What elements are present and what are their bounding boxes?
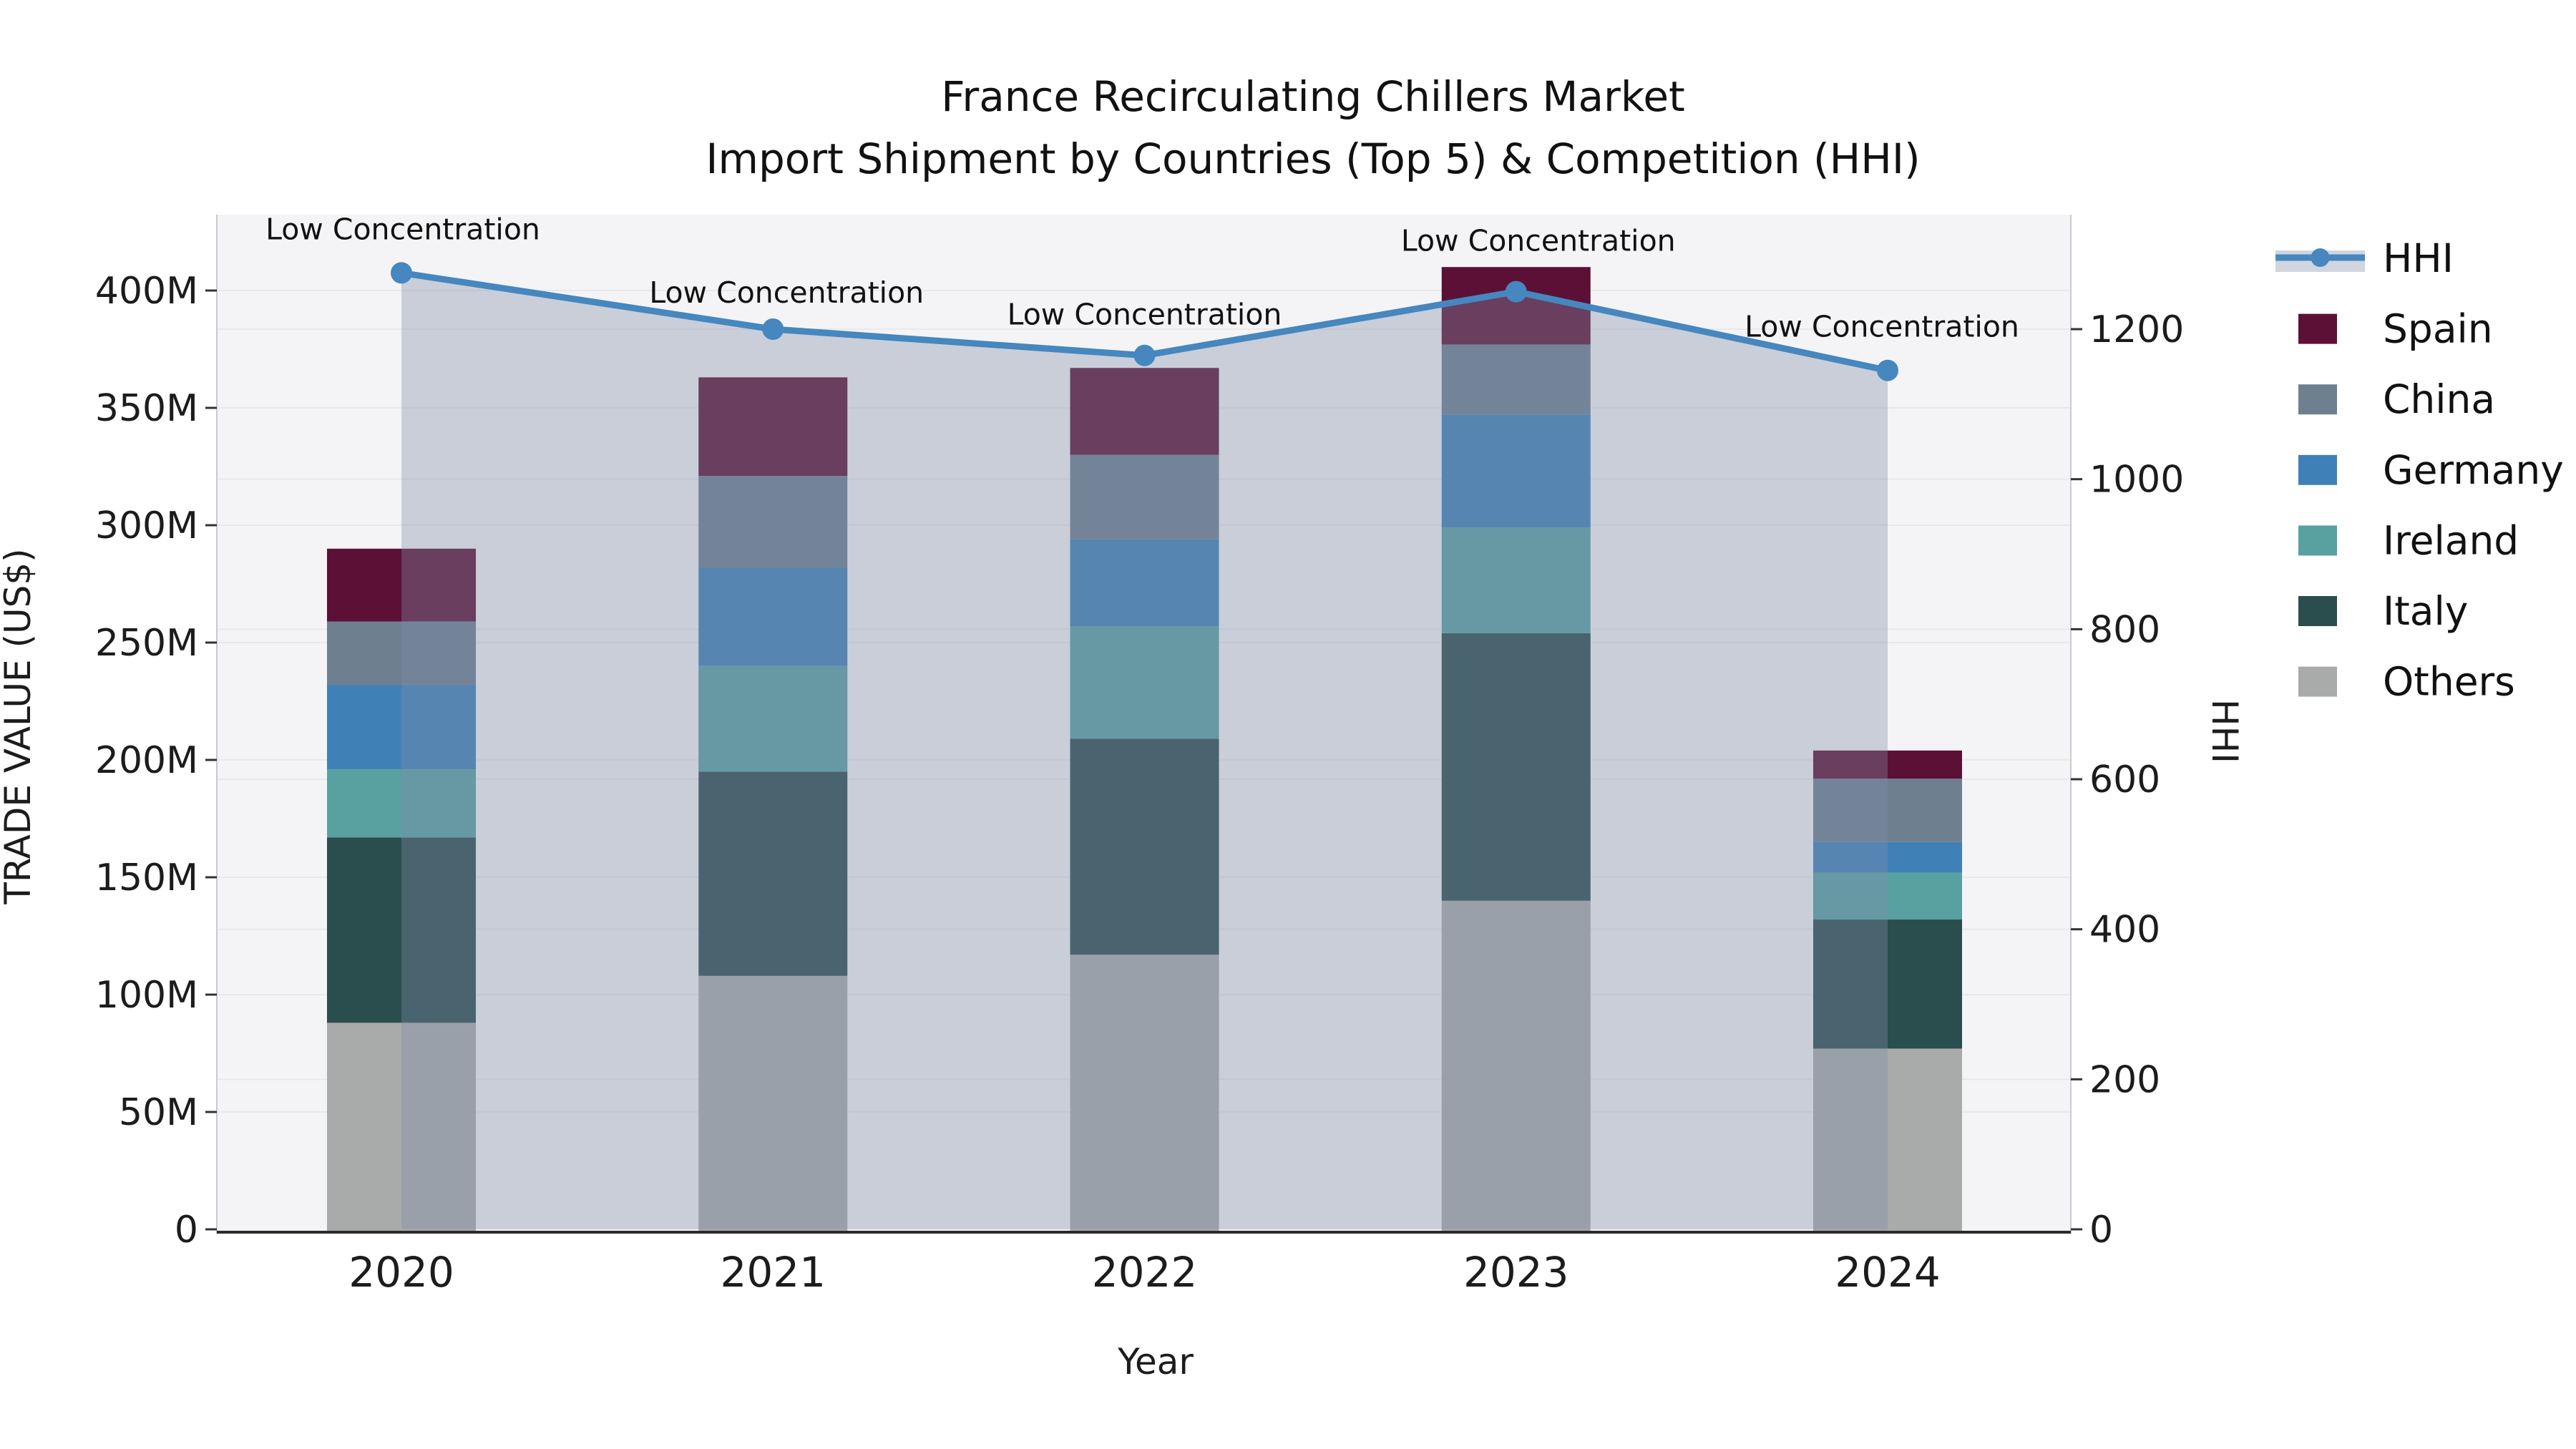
tick-label-right-0: 0 bbox=[2089, 1209, 2113, 1252]
bar-segment-ireland-2024 bbox=[1813, 872, 1962, 920]
bar-segment-germany-2022 bbox=[1070, 539, 1219, 627]
legend-item-others: Others bbox=[2298, 659, 2515, 705]
tick-label-left-250: 250M bbox=[95, 622, 198, 665]
hhi-marker-2020 bbox=[391, 262, 412, 284]
tick-label-right-1000: 1000 bbox=[2089, 459, 2184, 502]
tick-label-right-400: 400 bbox=[2089, 909, 2160, 952]
legend-label-ireland: Ireland bbox=[2383, 517, 2519, 563]
legend-label-germany: Germany bbox=[2383, 447, 2564, 493]
bar-segment-china-2023 bbox=[1441, 344, 1591, 415]
hhi-marker-2023 bbox=[1505, 280, 1527, 303]
bar-segment-spain-2024 bbox=[1813, 750, 1962, 779]
tick-label-right-600: 600 bbox=[2089, 758, 2160, 801]
legend-hhi-marker-sample bbox=[2311, 248, 2330, 267]
bar-segment-china-2024 bbox=[1813, 779, 1962, 842]
annotation-2022: Low Concentration bbox=[1008, 298, 1282, 332]
bar-segment-ireland-2021 bbox=[698, 665, 848, 772]
legend-swatch-china bbox=[2298, 384, 2337, 415]
bar-segment-italy-2024 bbox=[1813, 919, 1962, 1049]
x-tick-label-2024: 2024 bbox=[1835, 1248, 1941, 1297]
hhi-marker-2021 bbox=[762, 318, 784, 340]
tick-label-left-150: 150M bbox=[95, 857, 198, 899]
bar-segment-italy-2023 bbox=[1441, 633, 1591, 901]
legend-item-spain: Spain bbox=[2298, 306, 2493, 352]
bar-segment-italy-2022 bbox=[1070, 738, 1219, 955]
legend-swatch-spain bbox=[2298, 313, 2337, 344]
legend-label-china: China bbox=[2383, 376, 2495, 422]
bar-segment-ireland-2023 bbox=[1441, 527, 1591, 633]
bar-segment-ireland-2022 bbox=[1070, 626, 1219, 739]
bar-segment-others-2023 bbox=[1441, 900, 1591, 1232]
tick-label-left-400: 400M bbox=[95, 270, 198, 313]
legend-item-ireland: Ireland bbox=[2298, 517, 2519, 563]
bar-segment-germany-2021 bbox=[698, 567, 848, 666]
bar-segment-germany-2020 bbox=[327, 685, 476, 770]
bar-segment-germany-2023 bbox=[1441, 414, 1591, 528]
legend: HHI Spain China Germany Ireland Italy Others bbox=[2275, 235, 2564, 705]
legend-swatch-ireland bbox=[2298, 525, 2337, 556]
bar-segment-others-2022 bbox=[1070, 955, 1219, 1232]
legend-swatch-italy bbox=[2298, 596, 2337, 626]
tick-label-right-800: 800 bbox=[2089, 608, 2160, 651]
hhi-area-fill bbox=[401, 273, 1888, 1229]
plot-area: Low Concentration Low Concentration Low Co… bbox=[95, 212, 2184, 1297]
bar-segment-others-2024 bbox=[1813, 1048, 1962, 1232]
bar-segment-china-2022 bbox=[1070, 454, 1219, 540]
bar-segment-germany-2024 bbox=[1813, 841, 1962, 873]
legend-label-hhi: HHI bbox=[2383, 235, 2454, 281]
bar-segment-china-2021 bbox=[698, 476, 848, 568]
bar-segment-china-2020 bbox=[327, 621, 476, 686]
tick-label-left-350: 350M bbox=[95, 387, 198, 430]
chart-title-line1: France Recirculating Chillers Market bbox=[941, 72, 1685, 121]
bar-segment-italy-2020 bbox=[327, 837, 476, 1023]
tick-label-left-300: 300M bbox=[95, 504, 198, 547]
tick-label-right-1200: 1200 bbox=[2089, 308, 2184, 351]
legend-label-spain: Spain bbox=[2383, 306, 2493, 352]
tick-label-left-0: 0 bbox=[175, 1209, 198, 1252]
tick-label-right-200: 200 bbox=[2089, 1058, 2160, 1101]
legend-item-hhi: HHI bbox=[2275, 235, 2454, 281]
x-tick-label-2021: 2021 bbox=[720, 1248, 826, 1297]
annotation-2021: Low Concentration bbox=[649, 275, 924, 310]
y-right-axis-title: HHI bbox=[2204, 699, 2245, 763]
legend-item-china: China bbox=[2298, 376, 2495, 422]
annotation-2020: Low Concentration bbox=[265, 212, 540, 246]
legend-swatch-germany bbox=[2298, 454, 2337, 485]
chart-title-line2: Import Shipment by Countries (Top 5) & C… bbox=[706, 135, 1920, 183]
x-axis-title: Year bbox=[1117, 1341, 1194, 1382]
tick-label-left-50: 50M bbox=[119, 1091, 198, 1134]
bar-segment-spain-2022 bbox=[1070, 368, 1219, 455]
hhi-marker-2022 bbox=[1133, 344, 1156, 366]
bar-segment-italy-2021 bbox=[698, 771, 848, 976]
legend-item-italy: Italy bbox=[2298, 588, 2468, 634]
annotation-2024: Low Concentration bbox=[1745, 310, 2019, 344]
tick-label-left-200: 200M bbox=[95, 739, 198, 782]
x-tick-label-2022: 2022 bbox=[1092, 1248, 1198, 1297]
bar-segment-others-2021 bbox=[698, 975, 848, 1232]
y-left-axis-title: TRADE VALUE (US$) bbox=[0, 548, 39, 904]
bar-segment-ireland-2020 bbox=[327, 769, 476, 838]
x-tick-label-2020: 2020 bbox=[348, 1248, 454, 1297]
annotation-2023: Low Concentration bbox=[1401, 224, 1676, 258]
bar-segment-others-2020 bbox=[327, 1023, 476, 1232]
legend-item-germany: Germany bbox=[2298, 447, 2564, 493]
hhi-marker-2024 bbox=[1877, 359, 1898, 381]
x-tick-label-2023: 2023 bbox=[1463, 1248, 1569, 1297]
legend-label-others: Others bbox=[2383, 659, 2515, 705]
legend-label-italy: Italy bbox=[2383, 588, 2468, 634]
bar-segment-spain-2021 bbox=[698, 377, 848, 477]
tick-label-left-100: 100M bbox=[95, 974, 198, 1017]
bar-segment-spain-2020 bbox=[327, 548, 476, 622]
legend-swatch-others bbox=[2298, 666, 2337, 697]
bar-segment-spain-2023 bbox=[1441, 267, 1591, 345]
